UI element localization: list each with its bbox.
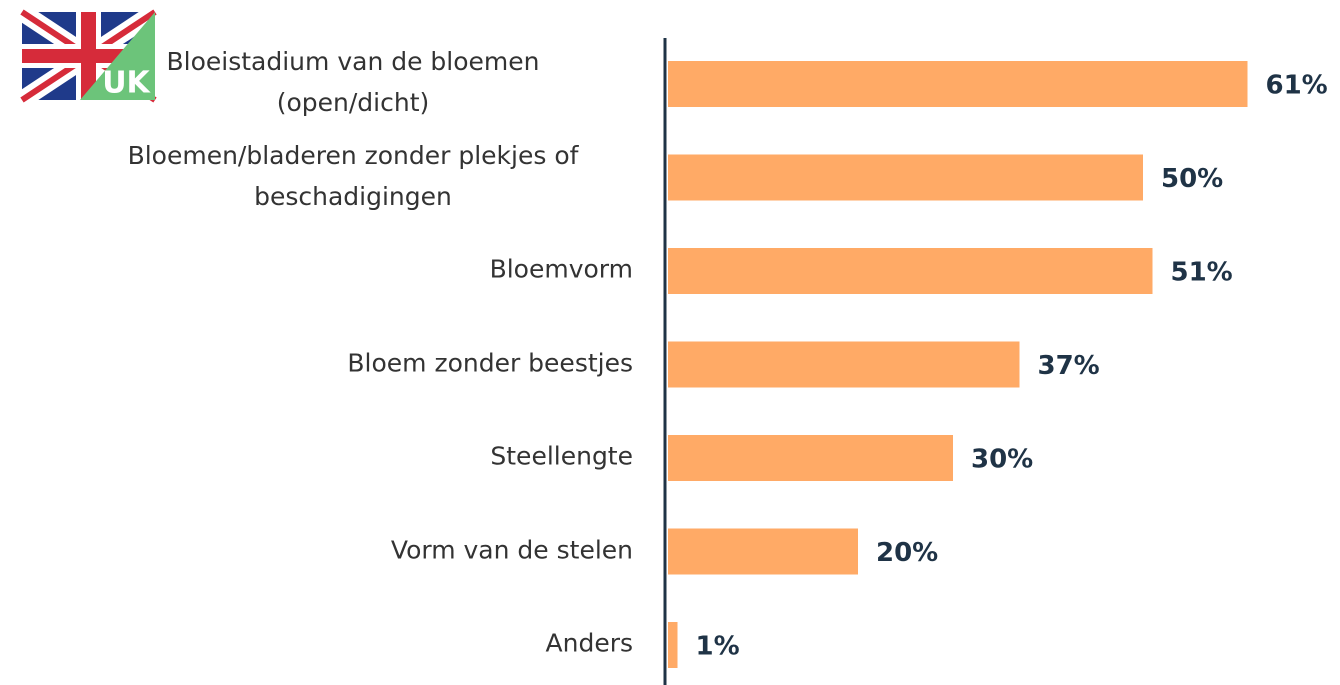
category-label: Bloemen/bladeren zonder plekjes of besch… <box>127 140 579 211</box>
category-label: Bloeistadium van de bloemen (open/dicht) <box>166 47 540 117</box>
bar <box>668 528 858 575</box>
category-label: Anders <box>545 628 634 658</box>
value-label: 37% <box>1038 351 1100 381</box>
category-label: Vorm van de stelen <box>390 535 633 564</box>
value-label: 61% <box>1266 71 1328 101</box>
flag-label: UK <box>102 66 151 101</box>
value-label: 50% <box>1161 164 1223 194</box>
category-label: Steellengte <box>490 441 633 471</box>
value-label: 1% <box>696 632 740 662</box>
bar <box>668 435 953 481</box>
bar <box>668 341 1020 388</box>
value-label: 20% <box>876 538 938 568</box>
category-label: Bloem zonder beestjes <box>347 348 633 377</box>
bar <box>668 248 1153 294</box>
uk-flag: UK <box>17 4 160 108</box>
bar <box>668 61 1248 107</box>
category-label: Bloemvorm <box>489 254 633 284</box>
value-label: 51% <box>1171 258 1233 288</box>
bar <box>668 154 1143 201</box>
value-label: 30% <box>971 445 1033 475</box>
bar <box>668 622 678 668</box>
